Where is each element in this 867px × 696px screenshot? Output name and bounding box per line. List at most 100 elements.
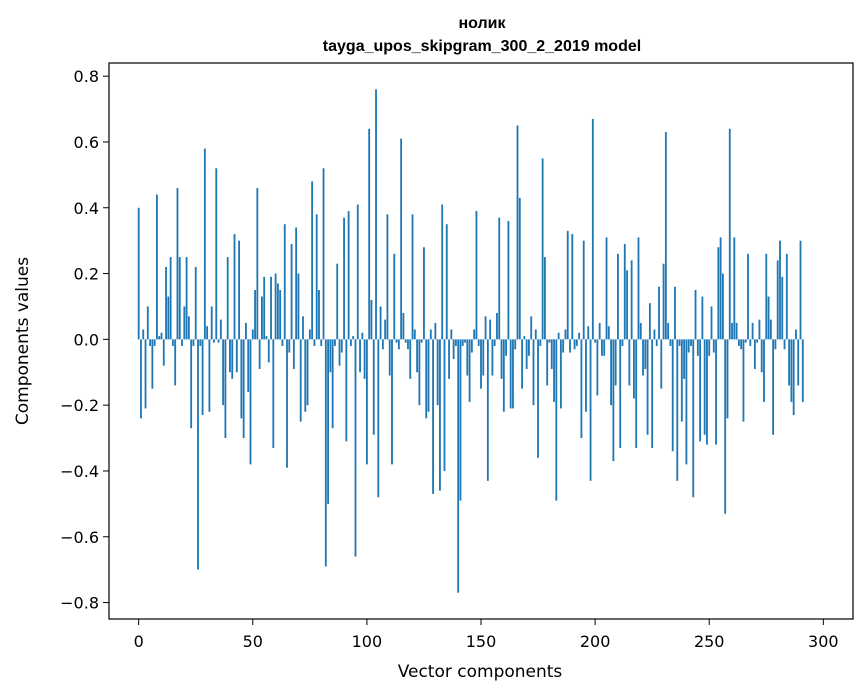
bar-24 bbox=[192, 339, 195, 346]
bar-21 bbox=[185, 257, 188, 340]
bar-286 bbox=[790, 339, 793, 402]
x-tick-label: 100 bbox=[352, 632, 383, 651]
bar-192 bbox=[575, 339, 578, 346]
bar-195 bbox=[582, 240, 585, 340]
bar-206 bbox=[607, 326, 610, 340]
bar-277 bbox=[769, 319, 772, 340]
bar-213 bbox=[623, 243, 626, 340]
bar-175 bbox=[537, 339, 539, 458]
bar-138 bbox=[452, 339, 455, 360]
bar-282 bbox=[781, 276, 784, 340]
bar-246 bbox=[699, 339, 702, 442]
bar-262 bbox=[735, 322, 738, 340]
y-axis-label: Components values bbox=[13, 257, 33, 425]
bar-290 bbox=[799, 240, 802, 340]
bar-160 bbox=[502, 339, 505, 412]
y-tick-label: 0.4 bbox=[74, 199, 99, 218]
bar-177 bbox=[541, 158, 544, 340]
bar-78 bbox=[315, 214, 318, 340]
bar-248 bbox=[703, 339, 706, 435]
bar-232 bbox=[667, 322, 670, 340]
bar-4 bbox=[146, 306, 149, 340]
bar-285 bbox=[788, 339, 791, 386]
bar-275 bbox=[765, 253, 768, 340]
bar-98 bbox=[361, 332, 364, 340]
bar-129 bbox=[432, 339, 434, 494]
bar-87 bbox=[336, 263, 339, 340]
bar-170 bbox=[525, 339, 528, 369]
bar-75 bbox=[308, 329, 311, 340]
bar-267 bbox=[747, 253, 749, 340]
bar-31 bbox=[208, 339, 211, 412]
y-tick-label: 0.8 bbox=[74, 67, 99, 86]
bar-104 bbox=[375, 89, 377, 340]
bar-273 bbox=[760, 339, 763, 373]
bar-208 bbox=[612, 339, 615, 462]
bar-112 bbox=[393, 253, 396, 340]
x-axis-label: Vector components bbox=[398, 662, 563, 682]
y-tick-label: −0.8 bbox=[60, 594, 99, 613]
bar-116 bbox=[402, 313, 405, 340]
bar-34 bbox=[215, 168, 218, 340]
bar-108 bbox=[384, 319, 387, 340]
bar-63 bbox=[281, 339, 284, 346]
bar-97 bbox=[359, 339, 361, 373]
bar-156 bbox=[493, 339, 496, 346]
bar-157 bbox=[496, 313, 498, 340]
bar-74 bbox=[306, 339, 309, 406]
bar-80 bbox=[320, 339, 323, 346]
bar-144 bbox=[466, 339, 469, 376]
bar-30 bbox=[206, 326, 209, 340]
bar-11 bbox=[162, 339, 165, 366]
bar-211 bbox=[619, 339, 622, 448]
x-tick-label: 50 bbox=[243, 632, 263, 651]
bar-196 bbox=[585, 339, 587, 412]
bar-12 bbox=[165, 266, 167, 340]
bar-222 bbox=[644, 339, 647, 369]
bar-289 bbox=[797, 339, 800, 386]
bar-126 bbox=[425, 339, 428, 419]
bar-172 bbox=[530, 316, 533, 340]
bar-148 bbox=[475, 211, 478, 340]
bar-187 bbox=[564, 329, 567, 340]
bar-53 bbox=[258, 339, 261, 369]
bar-106 bbox=[379, 306, 382, 340]
bar-255 bbox=[719, 237, 722, 340]
bar-92 bbox=[347, 211, 350, 340]
bar-137 bbox=[450, 329, 453, 340]
bar-0 bbox=[137, 207, 140, 340]
bar-70 bbox=[297, 273, 300, 340]
bar-159 bbox=[500, 339, 503, 379]
bar-68 bbox=[292, 339, 295, 369]
bar-190 bbox=[571, 234, 574, 340]
bar-28 bbox=[201, 339, 204, 416]
bar-67 bbox=[290, 243, 293, 340]
bar-216 bbox=[630, 260, 633, 340]
bar-51 bbox=[254, 290, 256, 340]
bar-279 bbox=[774, 339, 777, 350]
bar-139 bbox=[454, 339, 457, 346]
bar-265 bbox=[742, 339, 745, 422]
bar-141 bbox=[459, 339, 462, 501]
bar-204 bbox=[603, 339, 606, 356]
bar-203 bbox=[601, 339, 603, 356]
bar-6 bbox=[151, 339, 154, 389]
bar-38 bbox=[224, 339, 227, 439]
bar-73 bbox=[304, 339, 307, 412]
bar-22 bbox=[187, 316, 190, 340]
bar-164 bbox=[512, 339, 514, 409]
bar-122 bbox=[416, 339, 419, 373]
bar-133 bbox=[441, 204, 444, 340]
bar-189 bbox=[569, 339, 571, 353]
bar-90 bbox=[343, 217, 345, 340]
bar-239 bbox=[683, 339, 686, 379]
bar-167 bbox=[518, 197, 521, 340]
bar-64 bbox=[283, 224, 286, 340]
bar-228 bbox=[658, 286, 660, 340]
bar-193 bbox=[578, 332, 581, 340]
bar-16 bbox=[174, 339, 177, 386]
bar-37 bbox=[222, 339, 225, 406]
bar-100 bbox=[365, 339, 368, 465]
bar-181 bbox=[550, 339, 553, 369]
